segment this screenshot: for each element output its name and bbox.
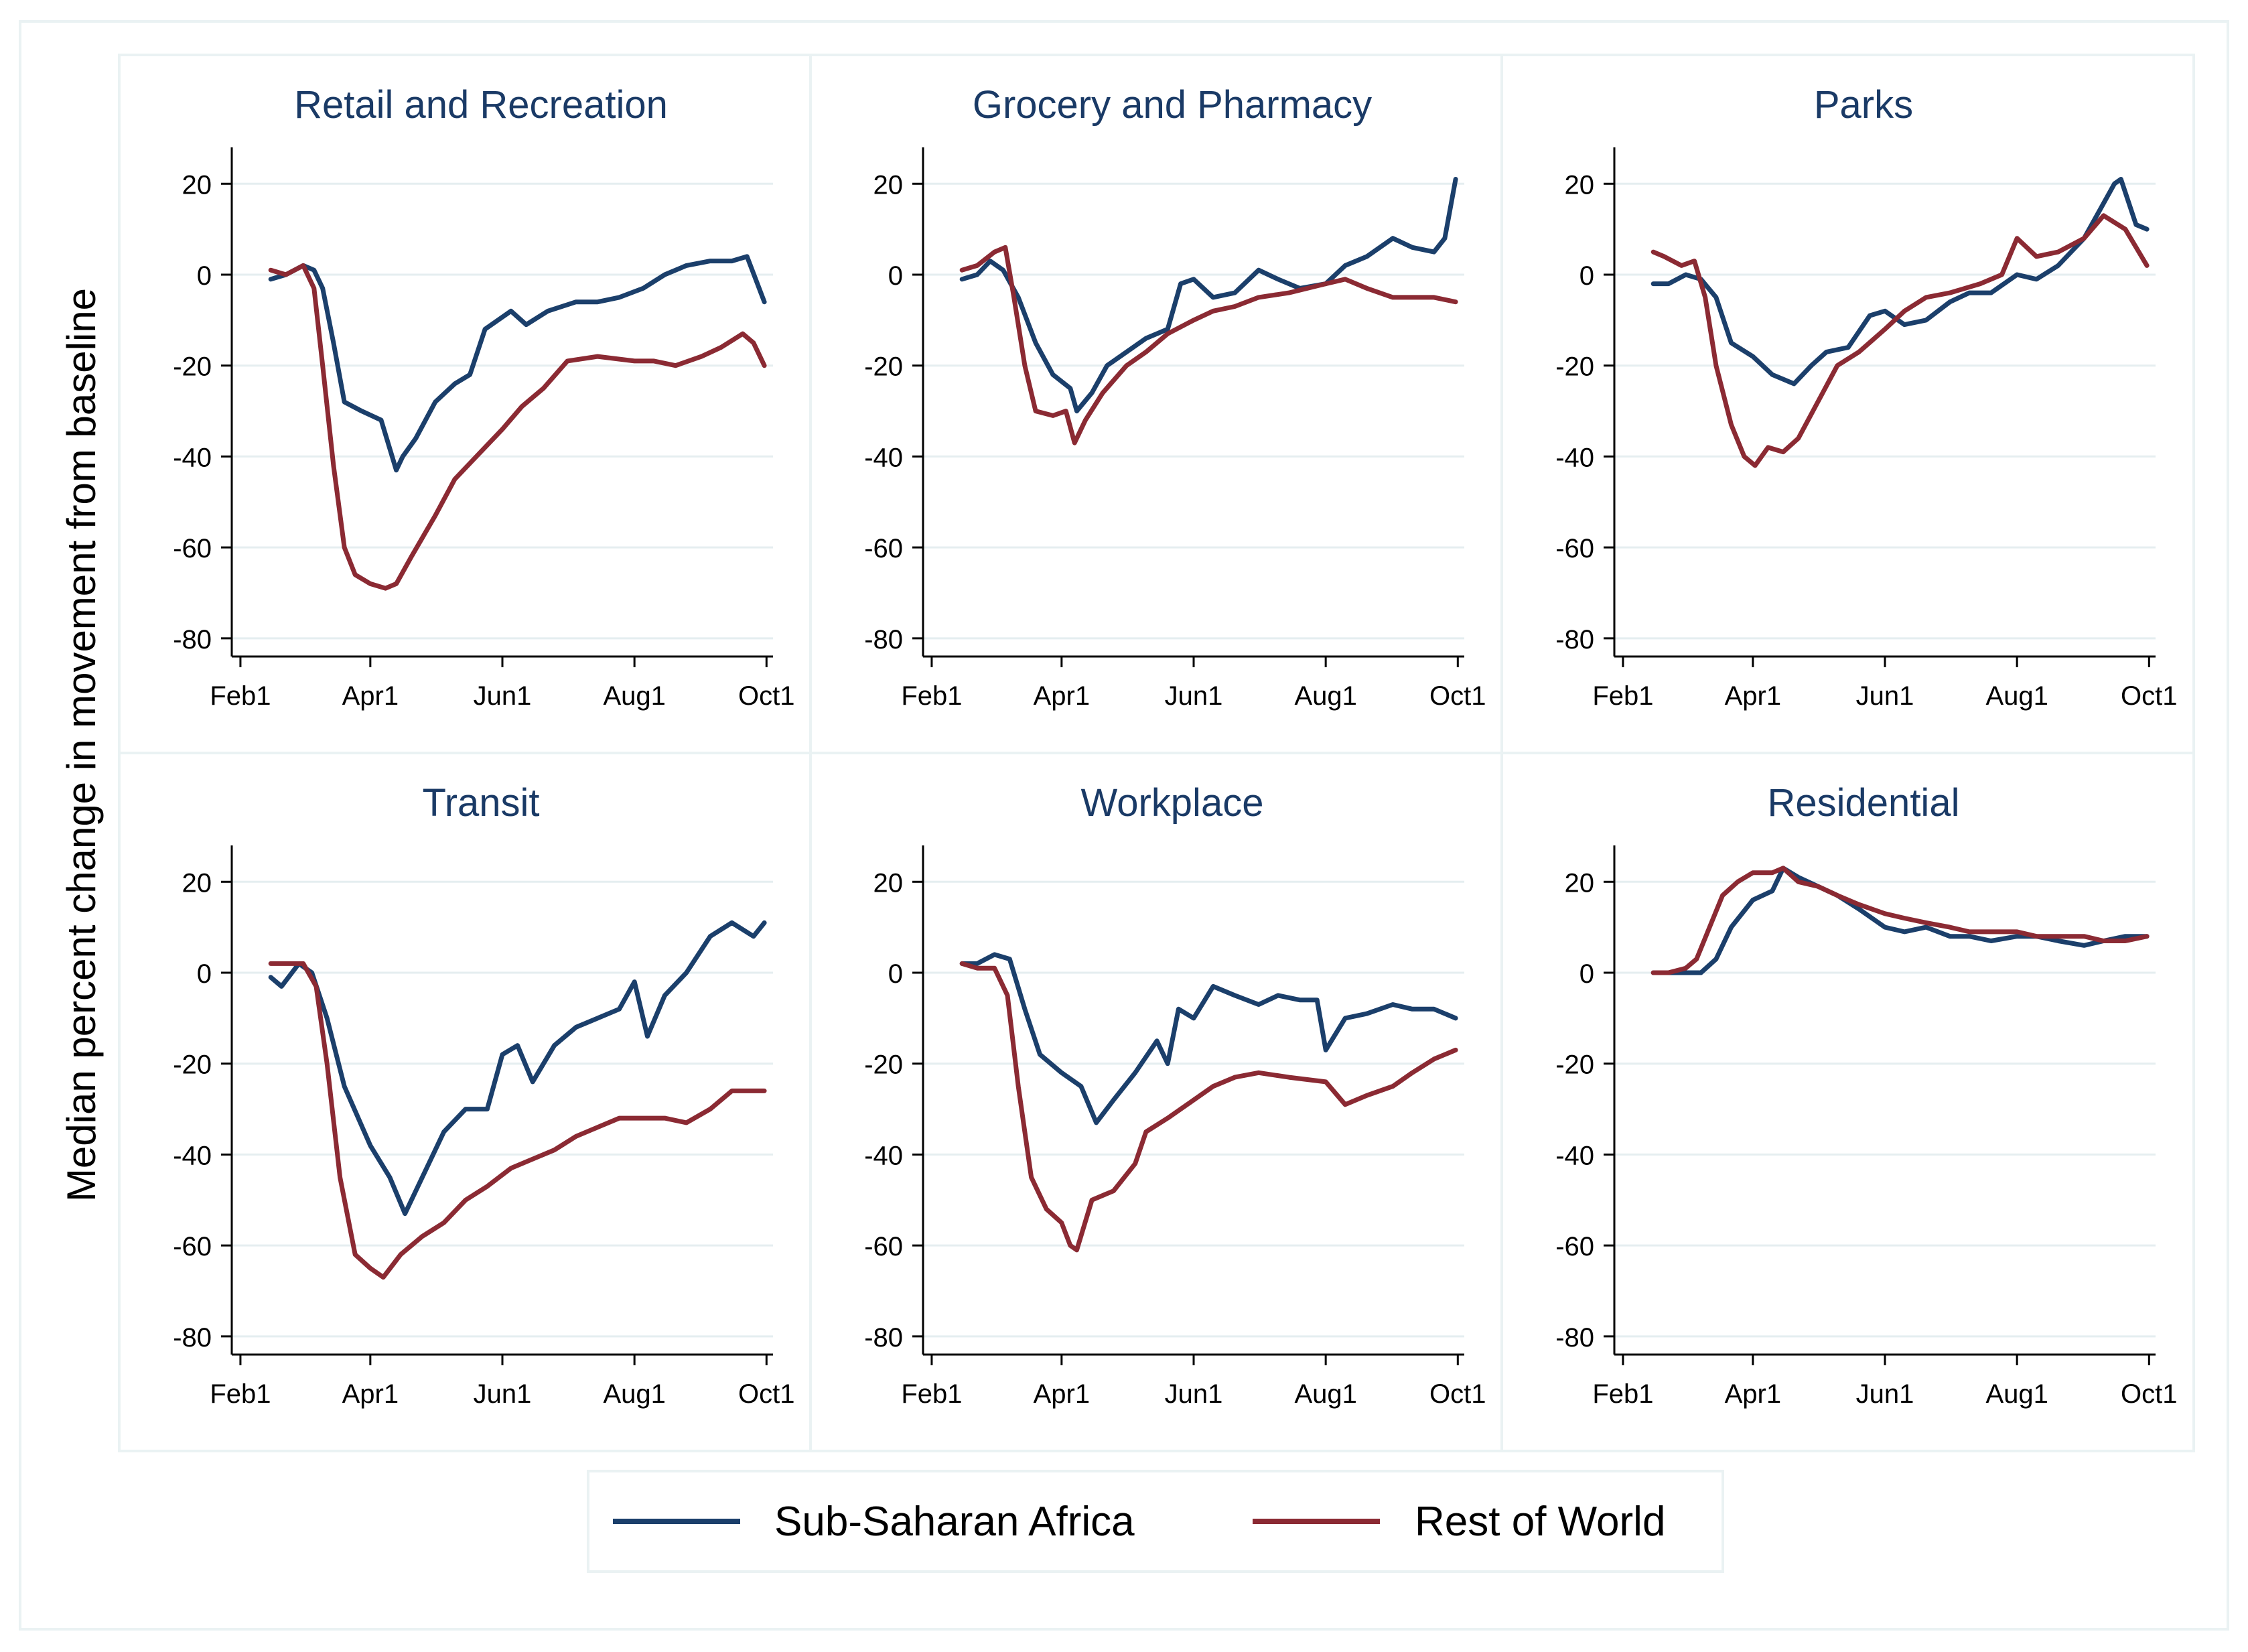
panel-transit-y-tick-label: -80	[173, 1323, 212, 1353]
panel-retail-and-recreation-y-tick-label: 0	[197, 261, 212, 291]
panel-retail-and-recreation-x-tick-label: Apr1	[342, 681, 399, 711]
panel-retail-and-recreation-title: Retail and Recreation	[294, 83, 668, 127]
panel-transit-y-tick-label: -20	[173, 1050, 212, 1080]
panel-grocery-and-pharmacy: Grocery and Pharmacy 20 0 -20 -40 -60 -80 Feb1 A…	[864, 83, 1486, 711]
panel-workplace-x-tick-label: Jun1	[1165, 1379, 1223, 1409]
panel-grocery-and-pharmacy-title: Grocery and Pharmacy	[973, 83, 1372, 127]
panel-grocery-and-pharmacy-series-sub-saharan-africa	[959, 177, 1458, 414]
panel-retail-and-recreation-series-sub-saharan-africa	[268, 254, 767, 473]
panel-grocery-and-pharmacy-y-tick-label: 20	[873, 170, 904, 200]
panel-workplace-y-tick-label: -60	[864, 1232, 903, 1261]
panel-retail-and-recreation: Retail and Recreation 20 0 -20 -40 -60 -80 Feb1…	[173, 83, 794, 711]
legend-label-rest-of-world: Rest of World	[1415, 1499, 1665, 1545]
legend-label-sub-saharan-africa: Sub-Saharan Africa	[774, 1499, 1135, 1545]
y-axis-label: Median percent change in movement from b…	[59, 288, 104, 1202]
panel-retail-and-recreation-y-tick-label: -40	[173, 443, 212, 472]
panel-residential-y-tick-label: 20	[1565, 868, 1595, 898]
panel-grocery-and-pharmacy-x-tick-label: Feb1	[901, 681, 962, 711]
panels: Retail and Recreation 20 0 -20 -40 -60 -80 Feb1…	[173, 83, 2177, 1409]
panel-residential-x-tick-label: Feb1	[1592, 1379, 1653, 1409]
panel-residential-y-tick-label: 0	[1579, 959, 1594, 989]
panel-parks-x-tick-label: Aug1	[1985, 681, 2048, 711]
panel-workplace-x-tick-label: Feb1	[901, 1379, 962, 1409]
panel-residential-series-rest-of-world	[1650, 866, 2150, 975]
panel-parks-x-tick-label: Feb1	[1592, 681, 1653, 711]
panel-grocery-and-pharmacy-y-tick-label: 0	[888, 261, 903, 291]
panel-grocery-and-pharmacy-series-rest-of-world	[959, 245, 1458, 445]
panel-residential-x-tick-label: Apr1	[1725, 1379, 1782, 1409]
panel-retail-and-recreation-y-tick-label: -80	[173, 625, 212, 655]
panel-grocery-and-pharmacy-y-tick-label: -40	[864, 443, 903, 472]
panel-grocery-and-pharmacy-y-tick-label: -20	[864, 352, 903, 382]
panel-grocery-and-pharmacy-x-tick-label: Aug1	[1294, 681, 1356, 711]
panel-transit-y-tick-label: 20	[182, 868, 212, 898]
panel-workplace: Workplace 20 0 -20 -40 -60 -80 Feb1 Apr1 Jun1 Aug1…	[864, 781, 1486, 1409]
panel-residential-y-tick-label: -20	[1555, 1050, 1594, 1080]
panel-retail-and-recreation-x-tick-label: Jun1	[474, 681, 532, 711]
panel-transit-series-rest-of-world	[268, 961, 767, 1280]
panel-transit-y-tick-label: -60	[173, 1232, 212, 1261]
panel-workplace-series-rest-of-world	[959, 961, 1458, 1253]
panel-parks-y-tick-label: -40	[1555, 443, 1594, 472]
panel-parks-y-tick-label: -20	[1555, 352, 1594, 382]
panel-residential-series-sub-saharan-africa	[1650, 866, 2150, 975]
panel-workplace-x-tick-label: Oct1	[1429, 1379, 1486, 1409]
panel-parks-y-tick-label: -80	[1555, 625, 1594, 655]
panel-workplace-y-tick-label: 20	[873, 868, 904, 898]
panel-transit-title: Transit	[422, 781, 539, 825]
panel-residential-x-tick-label: Jun1	[1856, 1379, 1914, 1409]
panel-residential: Residential 20 0 -20 -40 -60 -80 Feb1 Apr1 Jun1 Au…	[1555, 781, 2177, 1409]
panel-workplace-y-tick-label: -40	[864, 1141, 903, 1170]
outer-frame	[19, 20, 2229, 1631]
panel-retail-and-recreation-y-tick-label: -20	[173, 352, 212, 382]
panel-parks-x-tick-label: Apr1	[1725, 681, 1782, 711]
panel-retail-and-recreation-x-tick-label: Aug1	[603, 681, 665, 711]
panel-parks-y-tick-label: 0	[1579, 261, 1594, 291]
panel-transit-y-tick-label: 0	[197, 959, 212, 989]
panel-grocery-and-pharmacy-x-tick-label: Apr1	[1034, 681, 1091, 711]
panel-residential-title: Residential	[1768, 781, 1960, 825]
panel-parks-x-tick-label: Jun1	[1856, 681, 1914, 711]
panel-transit-x-tick-label: Aug1	[603, 1379, 665, 1409]
panel-parks-y-tick-label: 20	[1565, 170, 1595, 200]
panel-transit-series-sub-saharan-africa	[268, 920, 767, 1217]
panel-residential-y-tick-label: -80	[1555, 1323, 1594, 1353]
panel-parks-title: Parks	[1814, 83, 1913, 127]
panel-parks-y-tick-label: -60	[1555, 534, 1594, 563]
panel-parks-x-tick-label: Oct1	[2121, 681, 2177, 711]
panel-retail-and-recreation-series-rest-of-world	[268, 263, 767, 591]
panel-workplace-y-tick-label: -80	[864, 1323, 903, 1353]
legend-box	[587, 1470, 1724, 1573]
panel-grocery-and-pharmacy-x-tick-label: Jun1	[1165, 681, 1223, 711]
panel-transit-x-tick-label: Oct1	[738, 1379, 794, 1409]
panel-residential-x-tick-label: Oct1	[2121, 1379, 2177, 1409]
panel-residential-y-tick-label: -60	[1555, 1232, 1594, 1261]
panel-parks: Parks 20 0 -20 -40 -60 -80 Feb1 Apr1 Jun1 Aug1 Oct1	[1555, 83, 2177, 711]
legend: Sub-Saharan Africa Rest of World	[587, 1470, 1724, 1573]
panel-workplace-series-sub-saharan-africa	[959, 952, 1458, 1125]
panel-transit-x-tick-label: Jun1	[474, 1379, 532, 1409]
panel-transit: Transit 20 0 -20 -40 -60 -80 Feb1 Apr1 Jun1 Aug1 Oc…	[173, 781, 794, 1409]
panel-workplace-title: Workplace	[1081, 781, 1264, 825]
panel-workplace-x-tick-label: Aug1	[1294, 1379, 1356, 1409]
panel-residential-y-tick-label: -40	[1555, 1141, 1594, 1170]
panel-transit-y-tick-label: -40	[173, 1141, 212, 1170]
panel-transit-x-tick-label: Apr1	[342, 1379, 399, 1409]
panel-retail-and-recreation-x-tick-label: Oct1	[738, 681, 794, 711]
panel-parks-series-rest-of-world	[1650, 213, 2150, 468]
panel-workplace-y-tick-label: -20	[864, 1050, 903, 1080]
panel-retail-and-recreation-y-tick-label: -60	[173, 534, 212, 563]
panel-grocery-and-pharmacy-y-tick-label: -80	[864, 625, 903, 655]
panel-workplace-x-tick-label: Apr1	[1034, 1379, 1091, 1409]
panel-grocery-and-pharmacy-y-tick-label: -60	[864, 534, 903, 563]
panel-workplace-y-tick-label: 0	[888, 959, 903, 989]
panel-residential-x-tick-label: Aug1	[1985, 1379, 2048, 1409]
panel-grocery-and-pharmacy-x-tick-label: Oct1	[1429, 681, 1486, 711]
panel-retail-and-recreation-x-tick-label: Feb1	[210, 681, 271, 711]
panel-transit-x-tick-label: Feb1	[210, 1379, 271, 1409]
panel-retail-and-recreation-y-tick-label: 20	[182, 170, 212, 200]
